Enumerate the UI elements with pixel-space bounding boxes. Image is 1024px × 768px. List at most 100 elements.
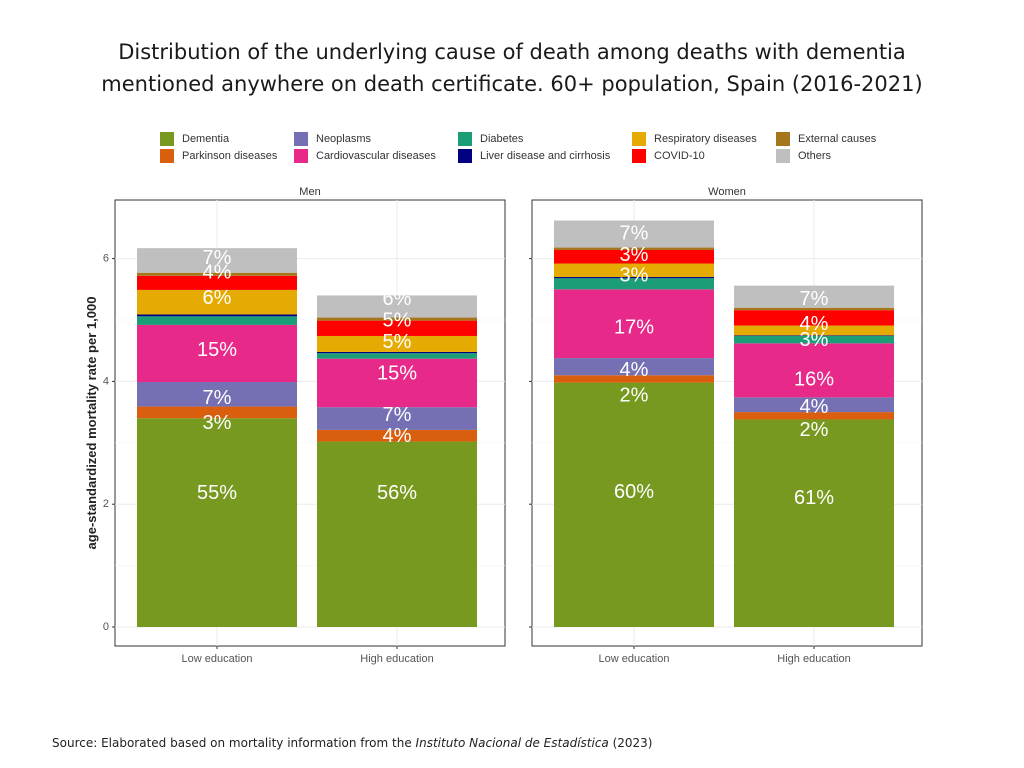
legend-swatch bbox=[776, 149, 790, 163]
facet-title-men: Men bbox=[299, 186, 320, 198]
y-tick-label: 0 bbox=[103, 621, 109, 633]
bar-segment-women-low-education-external-causes bbox=[554, 247, 714, 251]
bar-segment-women-high-education-neoplasms bbox=[734, 397, 894, 413]
bar-segment-men-low-education-respiratory-diseases bbox=[137, 289, 297, 315]
legend-item-diabetes: Diabetes bbox=[458, 131, 523, 147]
legend-swatch bbox=[458, 132, 472, 146]
legend-label: Others bbox=[798, 150, 832, 162]
data-label-men-high-education: 5% bbox=[383, 310, 412, 332]
bar-segment-women-high-education-covid-10 bbox=[734, 310, 894, 326]
bar-segment-men-high-education-dementia bbox=[317, 441, 477, 627]
legend-label: External causes bbox=[798, 133, 877, 145]
source-note: Source: Elaborated based on mortality in… bbox=[52, 736, 652, 750]
data-label-women-high-education: 7% bbox=[800, 288, 829, 310]
data-label-women-high-education: 61% bbox=[794, 487, 834, 509]
data-label-women-low-education: 4% bbox=[620, 359, 649, 381]
legend-label: Dementia bbox=[182, 133, 230, 145]
bar-segment-women-high-education-dementia bbox=[734, 419, 894, 627]
bar-segment-men-low-education-others bbox=[137, 248, 297, 273]
bar-segment-women-high-education-others bbox=[734, 285, 894, 308]
bar-segment-women-low-education-liver-disease-and-cirrhosis bbox=[554, 277, 714, 279]
data-label-women-high-education: 4% bbox=[800, 313, 829, 335]
data-label-women-low-education: 3% bbox=[620, 244, 649, 266]
legend-item-covid-10: COVID-10 bbox=[632, 148, 705, 164]
bar-segment-women-low-education-diabetes bbox=[554, 278, 714, 290]
bar-segment-men-low-education-parkinson-diseases bbox=[137, 406, 297, 419]
legend-swatch bbox=[160, 149, 174, 163]
bar-segment-women-low-education-cardiovascular-diseases bbox=[554, 289, 714, 359]
legend-item-respiratory-diseases: Respiratory diseases bbox=[632, 131, 757, 147]
data-label-men-high-education: 15% bbox=[377, 362, 417, 384]
data-label-men-low-education: 7% bbox=[203, 387, 232, 409]
data-label-women-low-education: 2% bbox=[620, 384, 649, 406]
data-label-men-low-education: 7% bbox=[203, 247, 232, 269]
source-italic: Instituto Nacional de Estadística bbox=[415, 736, 609, 750]
data-label-men-low-education: 4% bbox=[203, 262, 232, 284]
bar-segment-men-low-education-covid-10 bbox=[137, 275, 297, 290]
bar-segment-men-low-education-dementia bbox=[137, 418, 297, 627]
bar-segment-women-high-education-external-causes bbox=[734, 307, 894, 311]
x-tick-label-women-low-education: Low education bbox=[599, 653, 670, 665]
bar-segment-men-high-education-external-causes bbox=[317, 317, 477, 321]
legend-item-cardiovascular-diseases: Cardiovascular diseases bbox=[294, 148, 436, 164]
bar-segment-men-low-education-diabetes bbox=[137, 316, 297, 325]
bar-segment-women-low-education-dementia bbox=[554, 382, 714, 627]
legend-swatch bbox=[160, 132, 174, 146]
data-label-women-low-education: 17% bbox=[614, 316, 654, 338]
data-label-women-high-education: 4% bbox=[800, 396, 829, 418]
data-label-men-high-education: 4% bbox=[383, 425, 412, 447]
legend-swatch bbox=[458, 149, 472, 163]
x-tick-label-men-high-education: High education bbox=[360, 653, 433, 665]
source-suffix: (2023) bbox=[608, 736, 653, 750]
legend-swatch bbox=[294, 132, 308, 146]
y-tick-label: 4 bbox=[103, 375, 109, 387]
data-label-women-high-education: 3% bbox=[800, 329, 829, 351]
legend-label: Neoplasms bbox=[316, 133, 372, 145]
bar-segment-women-high-education-respiratory-diseases bbox=[734, 325, 894, 336]
y-axis-title: age-standardized mortality rate per 1,00… bbox=[84, 297, 99, 550]
bar-segment-men-low-education-liver-disease-and-cirrhosis bbox=[137, 314, 297, 317]
legend-item-parkinson-diseases: Parkinson diseases bbox=[160, 148, 277, 164]
bar-segment-men-high-education-others bbox=[317, 295, 477, 318]
bar-segment-women-low-education-parkinson-diseases bbox=[554, 375, 714, 383]
y-tick-label: 6 bbox=[103, 253, 109, 265]
legend-label: Parkinson diseases bbox=[182, 150, 278, 162]
data-label-men-low-education: 55% bbox=[197, 482, 237, 504]
bar-segment-men-high-education-diabetes bbox=[317, 353, 477, 359]
source-prefix: Source: Elaborated based on mortality in… bbox=[52, 736, 416, 750]
data-label-men-high-education: 56% bbox=[377, 482, 417, 504]
legend-label: Liver disease and cirrhosis bbox=[480, 150, 611, 162]
bar-segment-men-low-education-external-causes bbox=[137, 272, 297, 276]
legend-swatch bbox=[294, 149, 308, 163]
legend-label: Diabetes bbox=[480, 133, 524, 145]
bar-segment-women-low-education-respiratory-diseases bbox=[554, 263, 714, 278]
bar-segment-women-low-education-neoplasms bbox=[554, 358, 714, 376]
bar-segment-men-high-education-cardiovascular-diseases bbox=[317, 358, 477, 408]
bar-segment-men-high-education-respiratory-diseases bbox=[317, 335, 477, 352]
legend-swatch bbox=[776, 132, 790, 146]
bar-segment-women-high-education-cardiovascular-diseases bbox=[734, 343, 894, 398]
chart-title-line-1: Distribution of the underlying cause of … bbox=[118, 40, 906, 64]
facet-title-women: Women bbox=[708, 186, 746, 198]
bar-segment-men-high-education-covid-10 bbox=[317, 320, 477, 336]
data-label-men-low-education: 15% bbox=[197, 339, 237, 361]
data-label-women-low-education: 7% bbox=[620, 222, 649, 244]
bar-segment-men-high-education-liver-disease-and-cirrhosis bbox=[317, 351, 477, 354]
y-tick-label: 2 bbox=[103, 498, 109, 510]
bar-segment-men-low-education-neoplasms bbox=[137, 382, 297, 407]
bar-segment-women-low-education-others bbox=[554, 220, 714, 248]
x-tick-label-men-low-education: Low education bbox=[182, 653, 253, 665]
data-label-women-low-education: 3% bbox=[620, 265, 649, 287]
legend-item-external-causes: External causes bbox=[776, 131, 876, 147]
legend-swatch bbox=[632, 132, 646, 146]
legend-item-others: Others bbox=[776, 148, 831, 164]
bar-segment-men-high-education-neoplasms bbox=[317, 407, 477, 430]
data-label-men-high-education: 7% bbox=[383, 404, 412, 426]
bar-segment-women-high-education-diabetes bbox=[734, 335, 894, 344]
bar-segment-men-high-education-parkinson-diseases bbox=[317, 429, 477, 442]
chart-title: Distribution of the underlying cause of … bbox=[0, 36, 1024, 100]
data-label-women-low-education: 60% bbox=[614, 481, 654, 503]
bar-segment-women-high-education-liver-disease-and-cirrhosis bbox=[734, 335, 894, 336]
chart-title-line-2: mentioned anywhere on death certificate.… bbox=[101, 72, 923, 96]
